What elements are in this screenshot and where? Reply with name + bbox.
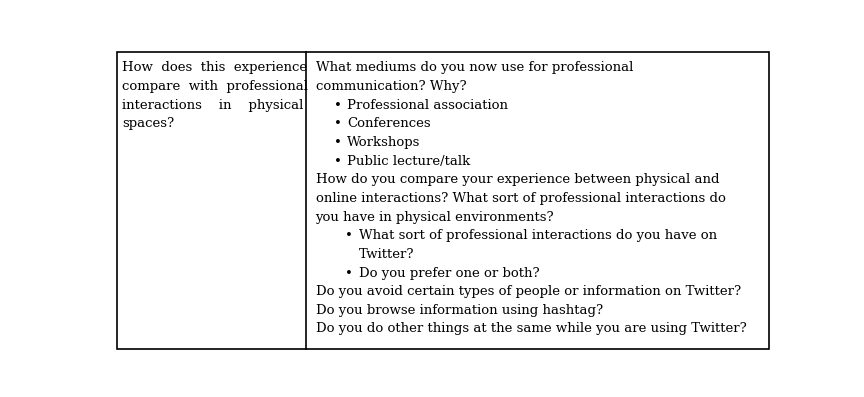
Text: Public lecture/talk: Public lecture/talk	[347, 154, 470, 168]
Text: compare  with  professional: compare with professional	[122, 80, 308, 93]
Text: Workshops: Workshops	[347, 136, 421, 149]
Text: What sort of professional interactions do you have on: What sort of professional interactions d…	[359, 229, 717, 242]
Text: What mediums do you now use for professional: What mediums do you now use for professi…	[315, 62, 633, 74]
Text: Conferences: Conferences	[347, 118, 430, 130]
Text: you have in physical environments?: you have in physical environments?	[315, 210, 554, 224]
Text: •: •	[334, 154, 341, 168]
Text: Do you avoid certain types of people or information on Twitter?: Do you avoid certain types of people or …	[315, 285, 740, 298]
Text: •: •	[334, 136, 341, 149]
Text: How  does  this  experience: How does this experience	[122, 62, 308, 74]
Text: interactions    in    physical: interactions in physical	[122, 99, 303, 112]
Text: communication? Why?: communication? Why?	[315, 80, 467, 93]
Text: Professional association: Professional association	[347, 99, 508, 112]
Text: •: •	[334, 118, 341, 130]
Text: How do you compare your experience between physical and: How do you compare your experience betwe…	[315, 173, 719, 186]
Text: •: •	[334, 99, 341, 112]
Text: Do you browse information using hashtag?: Do you browse information using hashtag?	[315, 304, 603, 317]
Text: Do you do other things at the same while you are using Twitter?: Do you do other things at the same while…	[315, 322, 746, 335]
Text: Do you prefer one or both?: Do you prefer one or both?	[359, 266, 540, 279]
Text: •: •	[345, 229, 353, 242]
Text: •: •	[345, 266, 353, 279]
Text: spaces?: spaces?	[122, 118, 175, 130]
Text: Twitter?: Twitter?	[359, 248, 415, 261]
Text: online interactions? What sort of professional interactions do: online interactions? What sort of profes…	[315, 192, 726, 205]
